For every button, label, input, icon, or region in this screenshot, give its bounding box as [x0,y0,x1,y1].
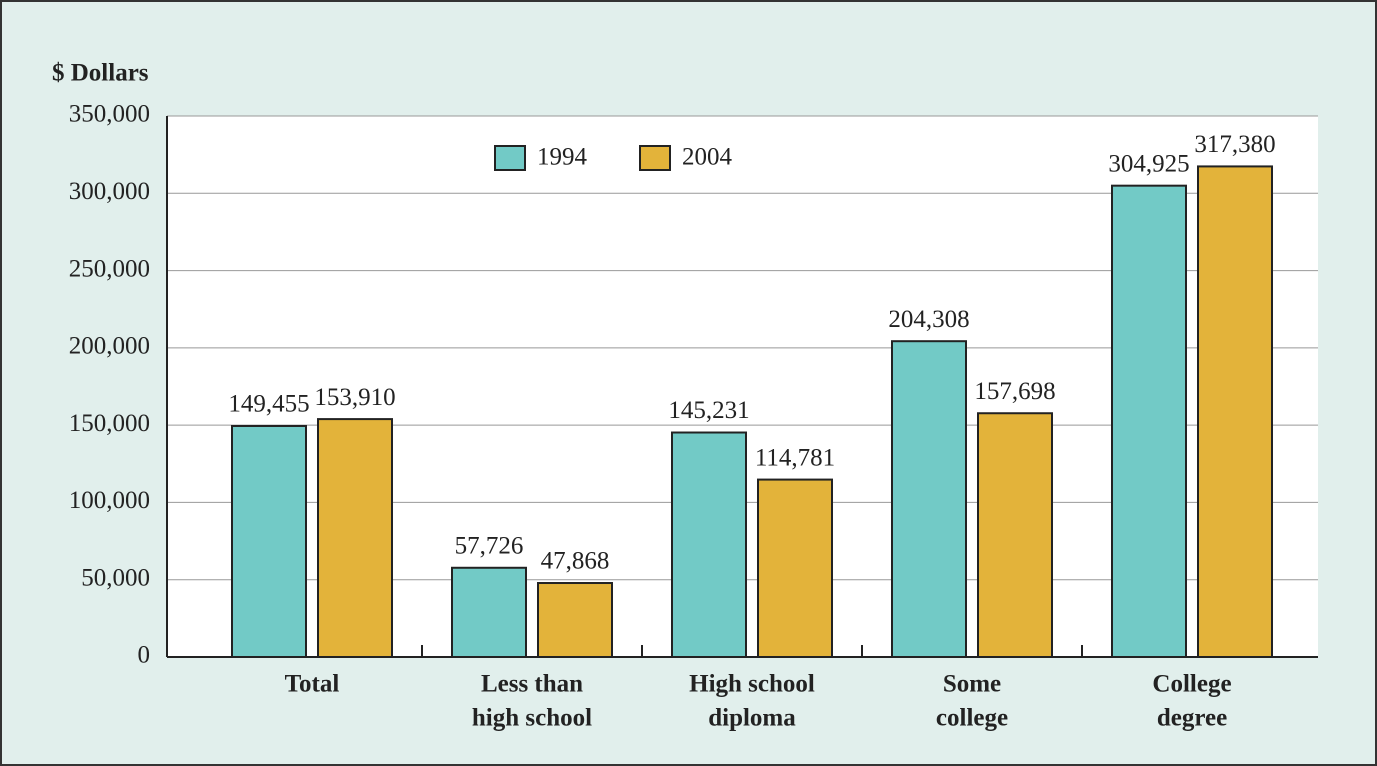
y-axis-label: $ Dollars [52,60,149,87]
bar [671,431,747,658]
legend-label: 1994 [537,144,588,171]
x-tick-label: High school [689,671,815,698]
y-tick-label: 50,000 [81,564,150,591]
value-label: 57,726 [455,533,524,560]
x-tick-label: college [936,705,1008,732]
x-tick-label: Less than [481,671,583,698]
x-tick-label: Some [943,671,1001,698]
legend-swatch [639,145,671,171]
value-label: 47,868 [541,548,610,575]
y-tick-label: 300,000 [69,178,150,205]
bar [757,478,833,658]
value-label: 114,781 [755,444,835,471]
value-label: 149,455 [228,391,309,418]
bar [451,566,527,658]
bar [891,340,967,658]
legend-label: 2004 [682,144,733,171]
x-tick-label: College [1152,671,1231,698]
y-tick-label: 250,000 [69,255,150,282]
value-label: 157,698 [974,378,1055,405]
legend-swatch [494,145,526,171]
bar [537,582,613,659]
bar [317,418,393,658]
value-label: 304,925 [1108,150,1189,177]
value-label: 204,308 [888,306,969,333]
x-tick-label: high school [472,705,592,732]
bar [1111,184,1187,658]
y-tick-label: 350,000 [69,101,150,128]
x-tick-label: diploma [708,705,796,732]
value-label: 153,910 [314,384,395,411]
bar [977,412,1053,659]
y-tick-label: 100,000 [69,487,150,514]
value-label: 145,231 [668,397,749,424]
x-tick-label: Total [285,671,340,698]
value-label: 317,380 [1194,131,1275,158]
y-tick-label: 200,000 [69,333,150,360]
bar [231,424,307,658]
x-tick-label: degree [1157,705,1227,732]
y-tick-label: 0 [138,642,151,669]
bar [1197,165,1273,658]
y-tick-label: 150,000 [69,410,150,437]
